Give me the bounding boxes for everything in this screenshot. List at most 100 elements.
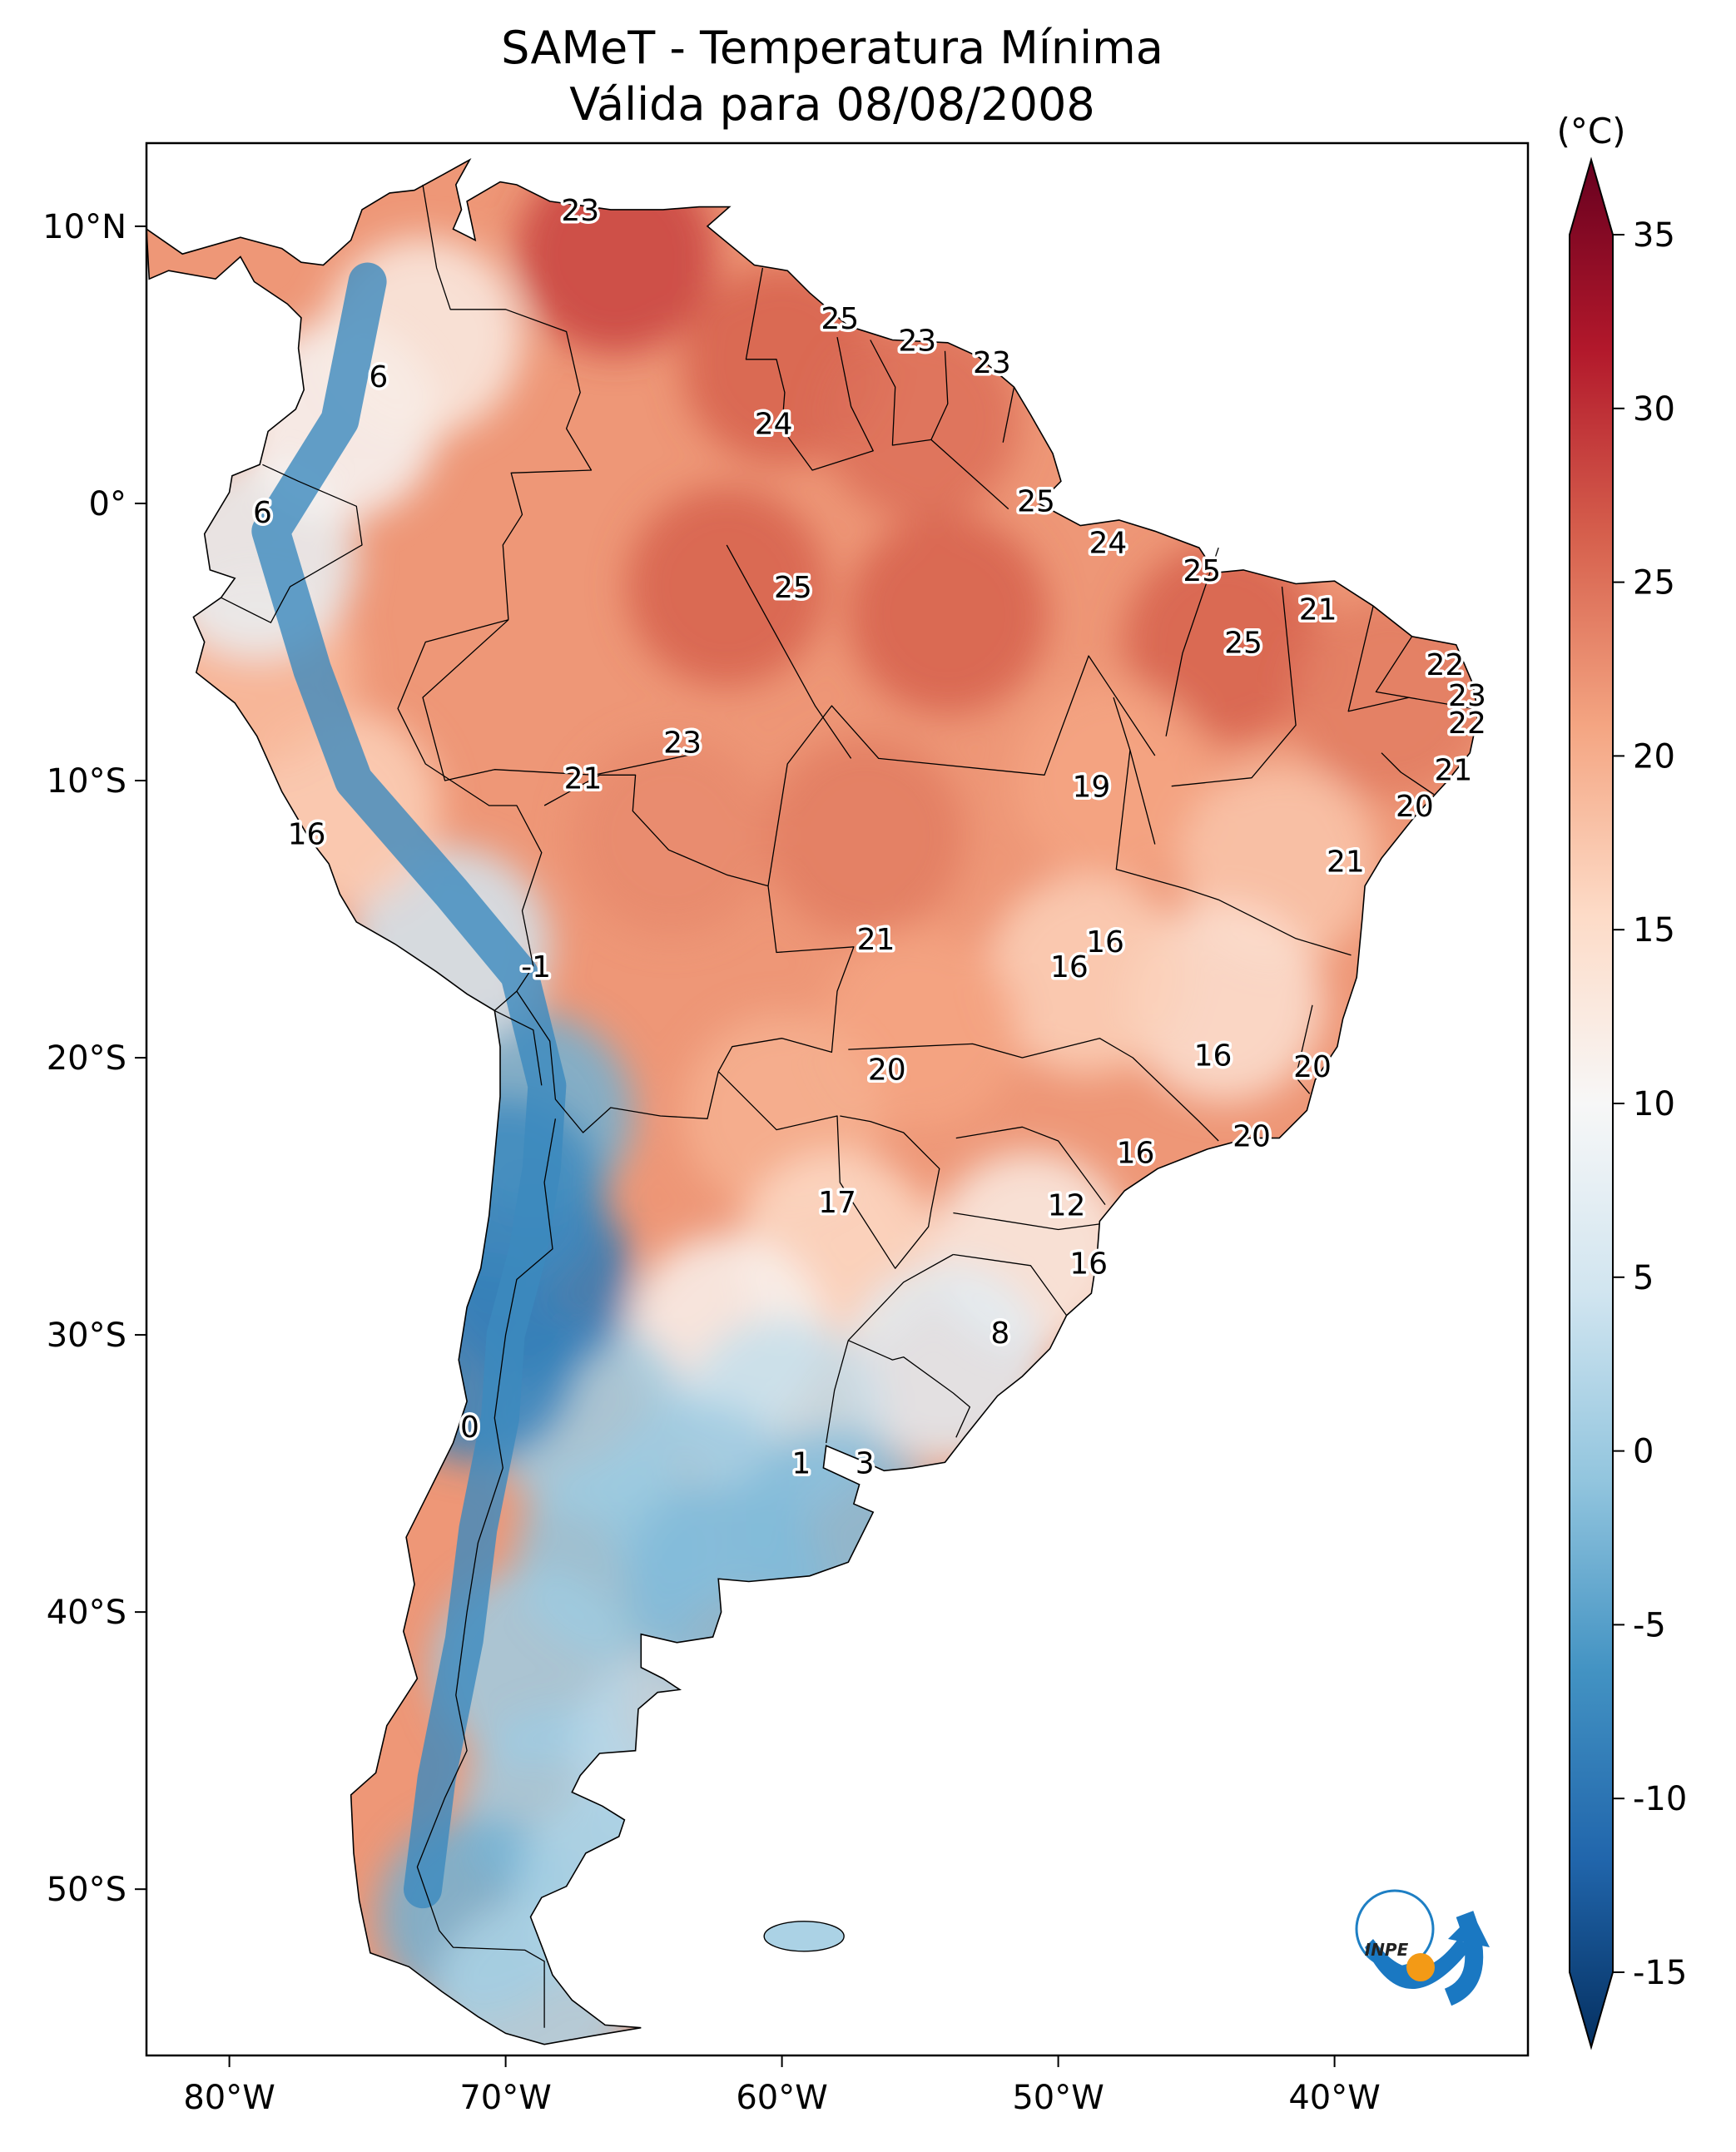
temperature-label: 6 <box>369 360 388 394</box>
border-line <box>848 1038 1219 1142</box>
border-line <box>1375 636 1473 710</box>
temperature-label: 25 <box>1017 485 1055 519</box>
falkland-islands <box>763 1921 845 1952</box>
temperature-label: 19 <box>1073 771 1111 805</box>
border-line <box>1002 386 1015 443</box>
border-line <box>953 1212 1100 1231</box>
y-tick-label: 10°S <box>47 762 126 801</box>
colorbar: 35 30 25 20 15 10 5 0 -5 -10 -15 (°C) <box>1556 111 1687 2050</box>
y-tick-label: 50°S <box>47 1871 126 1909</box>
temperature-label: 16 <box>1194 1039 1233 1074</box>
temperature-label: 22 <box>1448 707 1486 741</box>
border-line <box>1113 697 1156 845</box>
temperature-label: 8 <box>990 1316 1009 1351</box>
temperature-label: 16 <box>1050 950 1089 984</box>
temperature-label: 21 <box>1299 593 1337 627</box>
border-line <box>848 1340 971 1438</box>
colorbar-tick-label: 10 <box>1633 1085 1675 1123</box>
colorbar-tick-label: 5 <box>1633 1259 1654 1297</box>
temperature-label: 25 <box>1224 626 1262 660</box>
temperature-label: 17 <box>818 1186 856 1220</box>
colorbar-tick-label: -10 <box>1633 1780 1687 1818</box>
temperature-label: 6 <box>253 496 272 530</box>
colorbar-ticks: 35 30 25 20 15 10 5 0 -5 -10 -15 <box>1613 216 1687 1992</box>
inpe-logo-text: INPE <box>1365 1940 1409 1960</box>
border-line <box>516 774 855 1133</box>
border-line <box>745 267 874 471</box>
temperature-label: 23 <box>1448 679 1486 713</box>
temperature-label: 20 <box>1233 1119 1271 1153</box>
temperature-label: 23 <box>898 324 936 358</box>
temperature-label: 24 <box>1089 527 1127 561</box>
political-borders <box>221 184 1473 2028</box>
coastline <box>146 157 1480 2045</box>
y-tick-label: 0° <box>89 485 126 523</box>
longitude-axis: 80°W 70°W 60°W 50°W 40°W <box>183 2055 1381 2117</box>
y-tick-label: 20°S <box>47 1039 126 1078</box>
colorbar-unit: (°C) <box>1556 111 1625 151</box>
border-line <box>422 184 593 620</box>
temperature-label: 22 <box>1426 648 1464 682</box>
border-line <box>930 439 1009 510</box>
border-line <box>1295 1004 1313 1094</box>
border-line <box>494 1009 543 1086</box>
map-subtitle: Válida para 08/08/2008 <box>569 78 1095 131</box>
border-line <box>955 1126 1106 1205</box>
map-frame <box>145 141 1530 2057</box>
map-title: SAMeT - Temperatura Mínima <box>501 22 1163 74</box>
temperature-label: 20 <box>1293 1050 1332 1084</box>
temperature-field <box>146 157 1480 2045</box>
temperature-label: 20 <box>868 1053 906 1087</box>
inpe-logo: INPE <box>1355 1889 1490 2006</box>
x-tick-label: 60°W <box>736 2079 827 2117</box>
x-tick-label: 80°W <box>183 2079 275 2117</box>
border-line <box>870 340 949 446</box>
temperature-label: 25 <box>1183 554 1221 588</box>
temperature-label: 16 <box>1117 1136 1155 1170</box>
colorbar-tick-label: 35 <box>1633 216 1675 255</box>
border-line <box>422 619 700 781</box>
colorbar-tick-label: -5 <box>1633 1606 1666 1644</box>
border-line <box>1165 547 1219 736</box>
temperature-label: 16 <box>1069 1247 1108 1281</box>
temperature-label: 1 <box>791 1446 811 1480</box>
border-line <box>726 544 852 759</box>
temperature-label: 16 <box>288 817 326 851</box>
border-line <box>1171 586 1297 787</box>
temperature-label: 23 <box>663 726 702 760</box>
temperature-label: 21 <box>1434 754 1472 788</box>
colorbar-tick-label: 0 <box>1633 1433 1654 1471</box>
y-tick-label: 40°S <box>47 1594 126 1632</box>
temperature-label: 20 <box>1396 790 1434 824</box>
y-tick-label: 30°S <box>47 1316 126 1355</box>
temperature-label: 24 <box>755 407 793 441</box>
colorbar-tick-label: 25 <box>1633 564 1675 602</box>
border-line <box>221 464 363 623</box>
y-tick-label: 10°N <box>42 208 126 246</box>
temperature-label: 25 <box>774 571 812 605</box>
border-line <box>397 619 543 1011</box>
temperature-label: 16 <box>1086 925 1124 959</box>
border-line <box>717 1071 940 1269</box>
temperature-label: 23 <box>973 346 1011 380</box>
border-line <box>416 1118 557 2028</box>
colorbar-tick-label: 15 <box>1633 911 1675 950</box>
x-tick-label: 50°W <box>1012 2079 1104 2117</box>
x-tick-label: 40°W <box>1288 2079 1380 2117</box>
colorbar-gradient <box>1569 156 1614 2050</box>
border-line <box>767 655 1156 886</box>
temperature-label: 3 <box>856 1446 875 1480</box>
border-line <box>847 1253 954 1341</box>
colorbar-tick-label: -15 <box>1633 1954 1687 1992</box>
x-tick-label: 70°W <box>459 2079 551 2117</box>
border-line <box>826 1340 849 1444</box>
temperature-label: -1 <box>521 950 551 984</box>
border-line <box>1347 606 1410 712</box>
temperature-label: 12 <box>1048 1189 1086 1223</box>
temperature-label: 21 <box>1327 845 1365 880</box>
temperature-label: 21 <box>857 923 895 957</box>
border-line <box>953 1253 1068 1316</box>
